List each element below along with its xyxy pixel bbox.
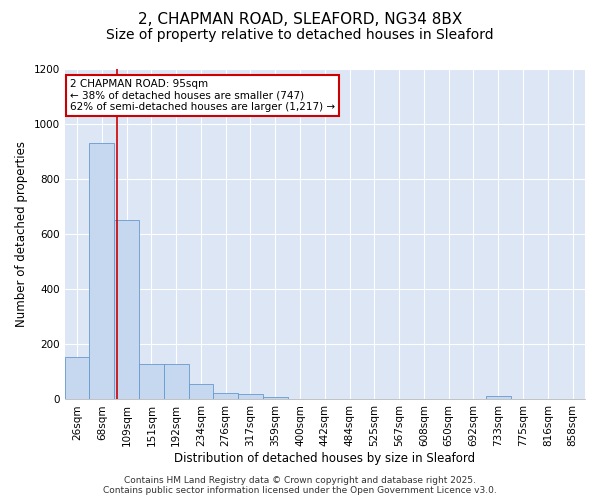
Bar <box>188 384 214 400</box>
X-axis label: Distribution of detached houses by size in Sleaford: Distribution of detached houses by size … <box>174 452 475 465</box>
Bar <box>238 394 263 400</box>
Bar <box>139 364 164 400</box>
Text: Size of property relative to detached houses in Sleaford: Size of property relative to detached ho… <box>106 28 494 42</box>
Bar <box>214 392 238 400</box>
Text: 2, CHAPMAN ROAD, SLEAFORD, NG34 8BX: 2, CHAPMAN ROAD, SLEAFORD, NG34 8BX <box>138 12 462 28</box>
Bar <box>114 220 139 400</box>
Bar <box>65 357 89 400</box>
Text: 2 CHAPMAN ROAD: 95sqm
← 38% of detached houses are smaller (747)
62% of semi-det: 2 CHAPMAN ROAD: 95sqm ← 38% of detached … <box>70 79 335 112</box>
Y-axis label: Number of detached properties: Number of detached properties <box>15 141 28 327</box>
Bar <box>164 364 188 400</box>
Bar <box>486 396 511 400</box>
Bar <box>263 396 287 400</box>
Text: Contains HM Land Registry data © Crown copyright and database right 2025.
Contai: Contains HM Land Registry data © Crown c… <box>103 476 497 495</box>
Bar <box>89 144 114 400</box>
